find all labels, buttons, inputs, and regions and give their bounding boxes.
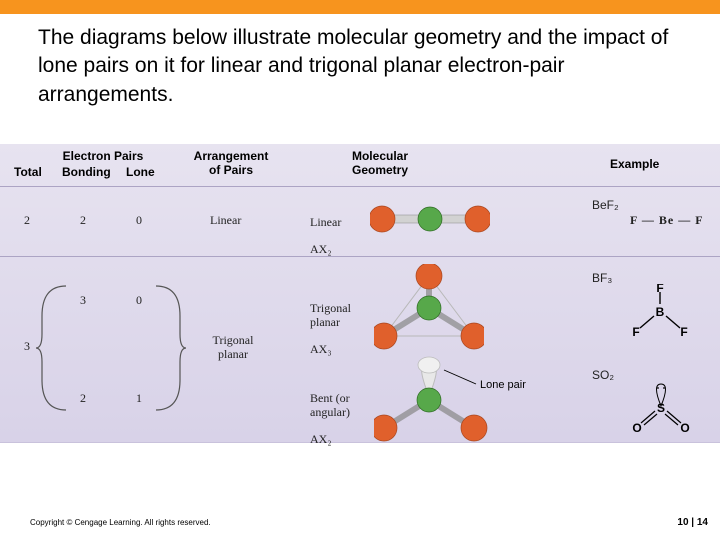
r3-diagram-bent: Lone pair bbox=[374, 356, 544, 444]
svg-text:O: O bbox=[632, 421, 641, 432]
header-lone: Lone bbox=[126, 166, 155, 180]
svg-text:O: O bbox=[680, 421, 689, 432]
r3-example-struct: S O O bbox=[630, 382, 692, 432]
r2-example-formula: BF₃ bbox=[592, 272, 612, 286]
r23-arrangement: Trigonal planar bbox=[198, 334, 268, 362]
r1-diagram-linear bbox=[370, 194, 490, 244]
r3-geom: Bent (or angular) AX₂ bbox=[310, 378, 370, 447]
r2-geom-formula: AX₃ bbox=[310, 342, 332, 356]
r2-geom-label: Trigonal planar bbox=[310, 301, 351, 329]
svg-text:S: S bbox=[657, 401, 665, 415]
r3-geom-formula: AX₂ bbox=[310, 432, 332, 446]
header-bonding: Bonding bbox=[62, 166, 111, 180]
lone-pair-label: Lone pair bbox=[480, 379, 526, 391]
r1-geom-formula: AX₂ bbox=[310, 242, 332, 256]
r1-example-formula: BeF₂ bbox=[592, 199, 619, 213]
r1-geom-lines: Linear AX₂ bbox=[310, 202, 366, 257]
r3-example-formula: SO₂ bbox=[592, 369, 614, 383]
header-total: Total bbox=[14, 166, 42, 180]
r3-bonding: 2 bbox=[80, 392, 86, 406]
header-arrangement: Arrangement of Pairs bbox=[186, 150, 276, 178]
r2-diagram-trigonal bbox=[374, 264, 484, 354]
header-example: Example bbox=[610, 158, 659, 172]
r3-geom-label: Bent (or angular) bbox=[310, 391, 350, 419]
geometry-table: Electron Pairs Total Bonding Lone Arrang… bbox=[0, 143, 720, 443]
top-accent-bar bbox=[0, 0, 720, 14]
r2-bonding: 3 bbox=[80, 294, 86, 308]
right-bracket bbox=[152, 284, 188, 412]
svg-text:F: F bbox=[656, 284, 663, 295]
r1-lone: 0 bbox=[136, 214, 142, 228]
r23-total: 3 bbox=[24, 340, 30, 354]
r2-example-struct: B F F F bbox=[630, 284, 690, 340]
left-bracket bbox=[36, 284, 72, 412]
r1-example-struct: F — Be — F bbox=[630, 214, 704, 228]
r1-total: 2 bbox=[24, 214, 30, 228]
footer: Copyright © Cengage Learning. All rights… bbox=[0, 510, 720, 540]
svg-text:F: F bbox=[632, 325, 639, 339]
r2-lone: 0 bbox=[136, 294, 142, 308]
r1-arrangement: Linear bbox=[210, 214, 241, 228]
svg-text:F: F bbox=[680, 325, 687, 339]
intro-text: The diagrams below illustrate molecular … bbox=[0, 14, 720, 123]
header-geometry: Molecular Geometry bbox=[340, 150, 420, 178]
r1-geom-label: Linear bbox=[310, 215, 341, 229]
r3-lone: 1 bbox=[136, 392, 142, 406]
copyright: Copyright © Cengage Learning. All rights… bbox=[30, 518, 211, 527]
svg-text:B: B bbox=[656, 305, 665, 319]
r2-geom: Trigonal planar AX₃ bbox=[310, 288, 370, 357]
r1-bonding: 2 bbox=[80, 214, 86, 228]
page-number: 10 | 14 bbox=[677, 517, 708, 528]
header-electron-pairs: Electron Pairs bbox=[28, 150, 178, 164]
